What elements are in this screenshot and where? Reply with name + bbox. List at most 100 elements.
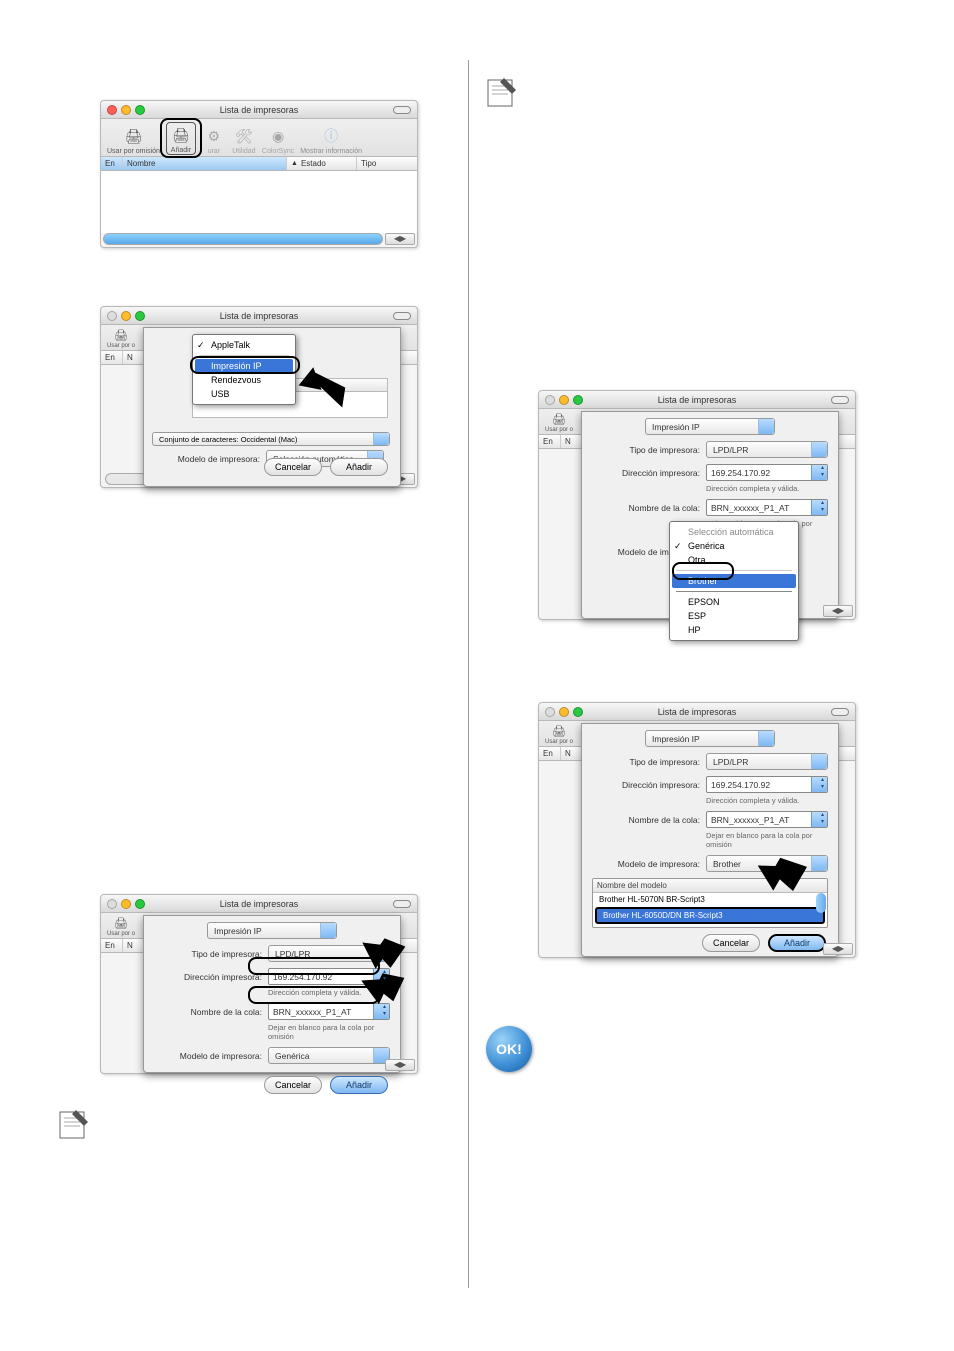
col-n[interactable]: N xyxy=(561,435,581,448)
col-en[interactable]: En xyxy=(101,157,123,170)
dd-other[interactable]: Otra… xyxy=(670,553,798,567)
connection-type-dropdown[interactable]: AppleTalk Impresión IP Rendezvous USB xyxy=(192,334,296,405)
queue-label: Nombre de la cola: xyxy=(154,1007,262,1017)
printer-icon: 🖨 xyxy=(121,125,145,147)
dd-esp[interactable]: ESP xyxy=(670,609,798,623)
vertical-scrollbar[interactable] xyxy=(816,893,826,913)
toolbar-utility-label: Utilidad xyxy=(232,148,255,155)
close-icon[interactable] xyxy=(107,311,117,321)
col-n[interactable]: N xyxy=(123,351,143,364)
toolbar-toggle-icon[interactable] xyxy=(393,312,411,320)
model-select[interactable]: Genérica xyxy=(268,1047,390,1064)
connection-select[interactable]: Impresión IP xyxy=(645,418,775,435)
zoom-icon[interactable] xyxy=(135,105,145,115)
col-n[interactable]: N xyxy=(123,939,143,952)
dd-auto[interactable]: Selección automática xyxy=(670,525,798,539)
toolbar-default[interactable]: 🖨 Usar por omisión xyxy=(107,125,160,155)
printer-addr-input[interactable]: 169.254.170.92 xyxy=(706,776,828,793)
printer-add-icon: 🖨 xyxy=(169,124,193,146)
col-en[interactable]: En xyxy=(101,351,123,364)
queue-helper: Dejar en blanco para la cola por omisión xyxy=(706,831,828,849)
dd-usb[interactable]: USB xyxy=(193,387,295,401)
printer-type-select[interactable]: LPD/LPR xyxy=(706,753,828,770)
charset-select[interactable]: Conjunto de caracteres: Occidental (Mac) xyxy=(152,432,390,446)
utility-icon: 🛠 xyxy=(232,125,256,147)
dd-ipprint[interactable]: Impresión IP xyxy=(195,359,293,373)
scroll-arrows[interactable]: ◀▶ xyxy=(823,605,853,617)
zoom-icon[interactable] xyxy=(573,707,583,717)
toolbar-add[interactable]: 🖨 Añadir xyxy=(166,122,196,155)
col-estado[interactable]: ▲Estado xyxy=(287,157,357,170)
col-en[interactable]: En xyxy=(539,435,561,448)
queue-input[interactable]: BRN_xxxxxx_P1_AT xyxy=(706,811,828,828)
printer-addr-label: Dirección impresora: xyxy=(592,468,700,478)
add-button[interactable]: Añadir xyxy=(330,458,388,476)
zoom-icon[interactable] xyxy=(135,311,145,321)
dd-epson[interactable]: EPSON xyxy=(670,595,798,609)
scroll-arrows[interactable]: ◀▶ xyxy=(385,233,415,245)
cancel-button[interactable]: Cancelar xyxy=(264,458,322,476)
cancel-button[interactable]: Cancelar xyxy=(264,1076,322,1094)
dd-hp[interactable]: HP xyxy=(670,623,798,637)
zoom-icon[interactable] xyxy=(135,899,145,909)
zoom-icon[interactable] xyxy=(573,395,583,405)
minimize-icon[interactable] xyxy=(121,105,131,115)
close-icon[interactable] xyxy=(107,105,117,115)
window-controls[interactable] xyxy=(545,707,583,717)
printer-addr-label: Dirección impresora: xyxy=(154,972,262,982)
dd-rendezvous[interactable]: Rendezvous xyxy=(193,373,295,387)
toolbar-default[interactable]: 🖨 Usar por o xyxy=(545,724,573,745)
queue-label: Nombre de la cola: xyxy=(592,815,700,825)
scroll-arrows[interactable]: ◀▶ xyxy=(823,943,853,955)
horizontal-scrollbar[interactable] xyxy=(103,233,383,245)
titlebar: Lista de impresoras xyxy=(101,307,417,325)
toolbar-default[interactable]: 🖨 Usar por o xyxy=(545,412,573,433)
close-icon[interactable] xyxy=(545,395,555,405)
list-item[interactable]: Brother HL-5070N BR-Script3 xyxy=(593,893,827,906)
col-n[interactable]: N xyxy=(561,747,581,760)
dd-appletalk[interactable]: AppleTalk xyxy=(193,338,295,352)
queue-input[interactable]: BRN_xxxxxx_P1_AT xyxy=(706,499,828,516)
toolbar-default[interactable]: 🖨 Usar por o xyxy=(107,916,135,937)
minimize-icon[interactable] xyxy=(121,899,131,909)
add-button[interactable]: Añadir xyxy=(330,1076,388,1094)
printer-list-area xyxy=(101,171,417,233)
toolbar-toggle-icon[interactable] xyxy=(831,708,849,716)
window-controls[interactable] xyxy=(107,105,145,115)
connection-select[interactable]: Impresión IP xyxy=(207,922,337,939)
scroll-arrows[interactable]: ◀▶ xyxy=(385,1059,415,1071)
printer-type-select[interactable]: LPD/LPR xyxy=(706,441,828,458)
toolbar-toggle-icon[interactable] xyxy=(831,396,849,404)
col-nombre[interactable]: Nombre xyxy=(123,157,287,170)
minimize-icon[interactable] xyxy=(559,707,569,717)
toolbar-default[interactable]: 🖨 Usar por o xyxy=(107,328,135,349)
list-item-selected[interactable]: Brother HL-6050D/DN BR-Script3 xyxy=(595,907,825,924)
printer-addr-input[interactable]: 169.254.170.92 xyxy=(706,464,828,481)
col-en[interactable]: En xyxy=(101,939,123,952)
cancel-button[interactable]: Cancelar xyxy=(702,934,760,952)
toolbar-utility: 🛠 Utilidad xyxy=(232,125,256,155)
dd-generic[interactable]: Genérica xyxy=(670,539,798,553)
dd-brother[interactable]: Brother xyxy=(672,574,796,588)
col-tipo[interactable]: Tipo xyxy=(357,157,417,170)
minimize-icon[interactable] xyxy=(121,311,131,321)
close-icon[interactable] xyxy=(107,899,117,909)
toolbar-info[interactable]: ⓘ Mostrar información xyxy=(300,125,362,155)
window-controls[interactable] xyxy=(545,395,583,405)
brand-dropdown[interactable]: Selección automática Genérica Otra… Brot… xyxy=(669,521,799,641)
window-controls[interactable] xyxy=(107,311,145,321)
add-button[interactable]: Añadir xyxy=(768,934,826,952)
close-icon[interactable] xyxy=(545,707,555,717)
printer-list-window-1: Lista de impresoras 🖨 Usar por omisión 🖨… xyxy=(100,100,418,248)
titlebar: Lista de impresoras xyxy=(101,101,417,119)
column-divider xyxy=(468,60,469,1288)
toolbar-toggle-icon[interactable] xyxy=(393,106,411,114)
model-label: Modelo de impresora: xyxy=(154,1051,262,1061)
window-controls[interactable] xyxy=(107,899,145,909)
toolbar-toggle-icon[interactable] xyxy=(393,900,411,908)
col-en[interactable]: En xyxy=(539,747,561,760)
printer-icon: 🖨 xyxy=(547,724,571,738)
connection-select[interactable]: Impresión IP xyxy=(645,730,775,747)
queue-input[interactable]: BRN_xxxxxx_P1_AT xyxy=(268,1003,390,1020)
minimize-icon[interactable] xyxy=(559,395,569,405)
